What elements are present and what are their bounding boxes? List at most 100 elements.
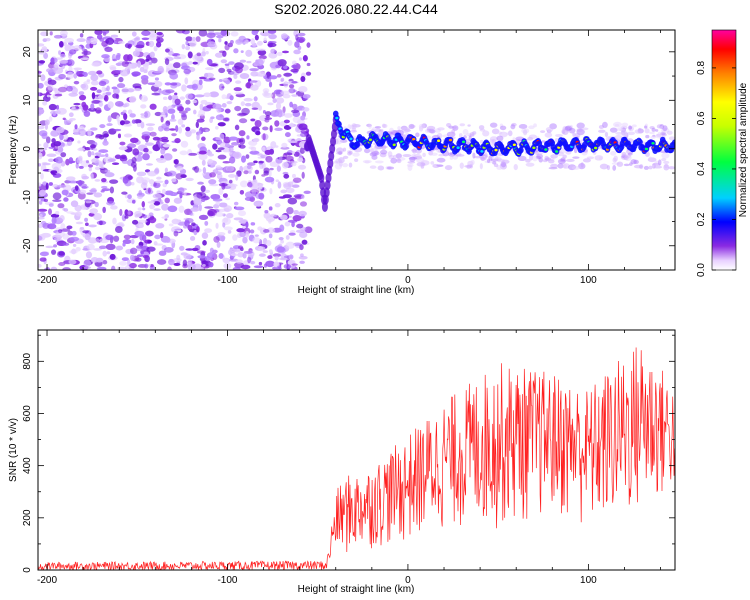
spectrogram-noise-blob (173, 197, 183, 204)
spectrogram-noise-blob (185, 130, 192, 137)
spectrogram-noise-blob (94, 179, 101, 182)
spectrogram-noise-blob (246, 135, 250, 140)
spectrogram-noise-blob (245, 221, 249, 228)
spectrogram-noise-blob (220, 30, 228, 36)
spectrogram-halo-blob (533, 123, 537, 128)
spectrogram-noise-blob (198, 153, 208, 161)
spectrogram-noise-blob (278, 236, 284, 241)
spectrogram-noise-blob (290, 68, 299, 73)
spectrogram-noise-blob (141, 30, 151, 36)
spectrogram-halo-blob (643, 165, 649, 170)
spectrogram-noise-blob (79, 94, 87, 101)
spectrogram-noise-blob (48, 182, 53, 186)
spectrogram-noise-blob (114, 225, 123, 234)
spectrogram-noise-blob (140, 75, 149, 81)
snr-xlabel: Height of straight line (km) (298, 584, 415, 595)
spectrogram-noise-blob (190, 129, 197, 134)
spectrogram-xtick-label: 100 (580, 275, 597, 286)
spectrogram-noise-blob (173, 262, 181, 267)
spectrogram-noise-blob (263, 92, 273, 99)
spectrogram-halo-blob (650, 135, 657, 139)
spectrogram-peak-blob (594, 146, 598, 150)
spectrogram-noise-blob (287, 39, 293, 46)
spectrogram-noise-blob (163, 153, 173, 161)
spectrogram-halo-blob (422, 152, 426, 158)
spectrogram-noise-blob (55, 156, 63, 164)
spectrogram-noise-blob (280, 257, 290, 261)
spectrogram-noise-blob (76, 38, 86, 43)
spectrogram-noise-blob (104, 172, 115, 178)
spectrogram-noise-blob (298, 86, 308, 93)
spectrogram-noise-blob (283, 173, 290, 179)
spectrogram-halo-blob (364, 148, 371, 154)
spectrogram-noise-blob (295, 34, 299, 41)
spectrogram-noise-blob (150, 33, 159, 37)
spectrogram-noise-blob (206, 32, 216, 39)
spectrogram-halo-blob (620, 130, 628, 137)
spectrogram-noise-blob (68, 259, 77, 265)
spectrogram-halo-blob (482, 130, 490, 137)
spectrogram-noise-blob (300, 146, 306, 154)
spectrogram-noise-blob (197, 255, 206, 259)
spectrogram-noise-blob (244, 102, 252, 107)
spectrogram-noise-blob (155, 223, 165, 229)
spectrogram-halo-blob (348, 150, 353, 155)
spectrogram-noise-blob (222, 50, 227, 57)
spectrogram-noise-blob (132, 199, 136, 204)
spectrogram-noise-blob (38, 60, 46, 64)
spectrogram-noise-blob (59, 41, 64, 48)
spectrogram-noise-blob (200, 260, 209, 264)
spectrogram-noise-blob (215, 165, 222, 169)
spectrogram-noise-blob (65, 176, 76, 181)
spectrogram-noise-blob (154, 243, 164, 246)
spectrogram-noise-blob (156, 176, 162, 180)
spectrogram-noise-blob (107, 115, 112, 123)
spectrogram-noise-blob (235, 259, 243, 264)
spectrogram-noise-blob (66, 211, 75, 214)
spectrogram-halo-blob (371, 154, 378, 160)
spectrogram-noise-blob (113, 235, 120, 242)
spectrogram-noise-blob (213, 204, 220, 209)
spectrogram-noise-blob (130, 238, 135, 245)
spectrogram-halo-blob (565, 151, 572, 155)
spectrogram-noise-blob (262, 133, 266, 141)
spectrogram-noise-blob (282, 65, 288, 70)
spectrogram-halo-blob (446, 122, 452, 128)
spectrogram-halo-blob (621, 122, 629, 127)
spectrogram-noise-blob (90, 103, 95, 111)
spectrogram-noise-blob (156, 158, 167, 164)
spectrogram-noise-blob (192, 99, 198, 104)
spectrogram-noise-blob (233, 87, 242, 92)
spectrogram-noise-blob (105, 234, 114, 241)
spectrogram-noise-blob (103, 96, 108, 101)
spectrogram-noise-blob (263, 229, 270, 233)
spectrogram-noise-blob (48, 158, 54, 163)
spectrogram-noise-blob (53, 62, 60, 68)
spectrogram-noise-blob (155, 41, 162, 48)
spectrogram-noise-blob (173, 95, 178, 99)
spectrogram-noise-blob (240, 101, 246, 107)
spectrogram-noise-blob (119, 141, 126, 146)
spectrogram-noise-blob (262, 126, 269, 131)
spectrogram-noise-blob (218, 83, 225, 91)
spectrogram-noise-blob (191, 83, 198, 91)
spectrogram-noise-blob (137, 207, 142, 211)
spectrogram-noise-blob (280, 239, 285, 244)
spectrogram-noise-blob (202, 240, 207, 246)
spectrogram-noise-blob (102, 30, 110, 34)
spectrogram-halo-blob (499, 125, 507, 131)
spectrogram-noise-blob (179, 192, 183, 199)
spectrogram-noise-blob (224, 41, 228, 45)
spectrogram-halo-blob (397, 126, 401, 131)
spectrogram-peak-blob (392, 143, 396, 147)
spectrogram-halo-blob (657, 131, 662, 137)
spectrogram-noise-blob (38, 235, 43, 241)
spectrogram-noise-blob (117, 40, 125, 44)
spectrogram-ylabel: Frequency (Hz) (8, 116, 19, 185)
spectrogram-noise-blob (71, 248, 77, 255)
spectrogram-halo-blob (334, 163, 343, 170)
spectrogram-noise-blob (68, 157, 74, 164)
spectrogram-noise-blob (106, 123, 113, 127)
spectrogram-noise-blob (64, 44, 72, 52)
